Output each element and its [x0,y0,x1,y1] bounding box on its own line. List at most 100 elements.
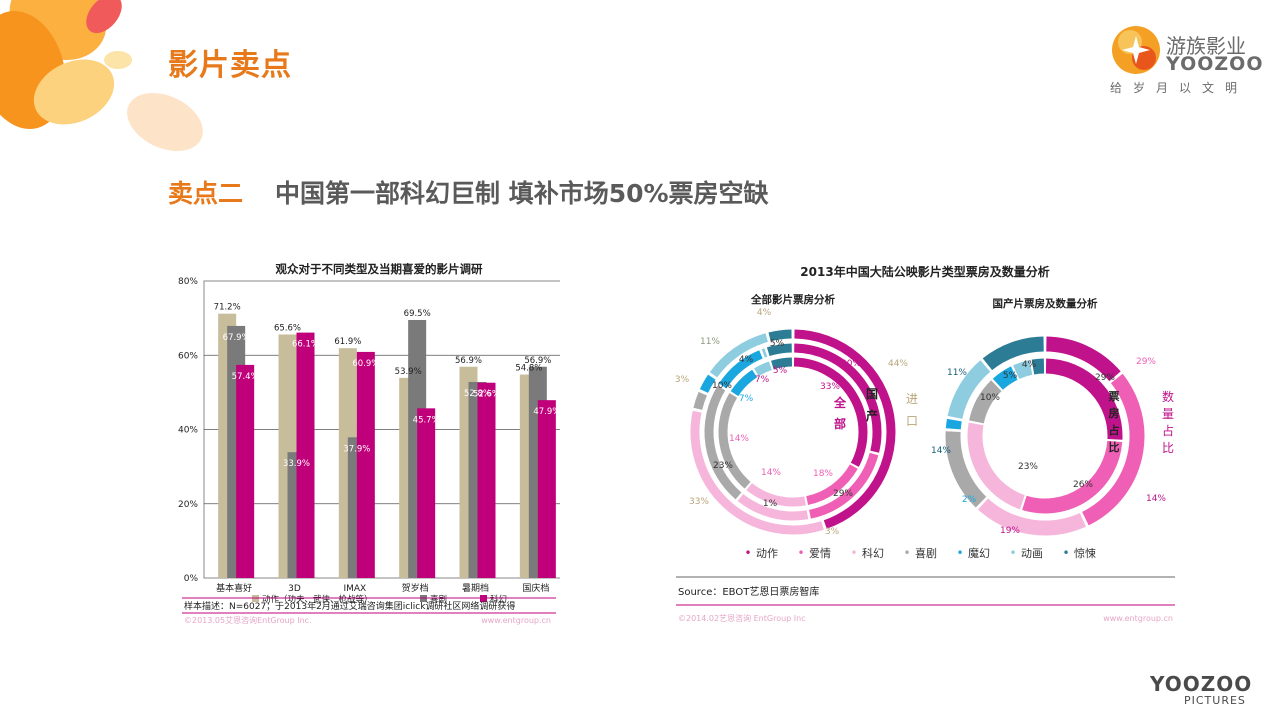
left-donut-arc [737,493,809,521]
x-tick-label: 基本喜好 [216,582,252,594]
legend-label: 动作 [756,547,778,560]
bar-data-label: 52.8% [464,389,491,399]
donut-data-label: 4% [757,308,772,318]
legend-label: 科幻 [490,594,507,605]
decorative-petals [0,0,203,152]
y-tick-label: 0% [184,574,199,584]
bar [417,408,436,578]
logo-star-icon [1112,26,1160,74]
legend-label: 喜剧 [430,594,447,605]
donut-data-label: 23% [1018,462,1038,472]
right-outer-label: 数 [1162,389,1174,404]
bar-data-label: 56.9% [524,356,551,366]
legend-bullet: • [850,546,857,560]
donut-data-label: 33% [820,382,840,392]
right-donut-title: 国产片票房及数量分析 [993,297,1098,310]
y-tick-label: 20% [178,500,198,510]
bar-data-label: 33.9% [283,459,310,469]
bar-data-label: 47.9% [533,407,560,417]
y-tick-label: 60% [178,351,198,361]
donut-data-label: 4% [1022,360,1037,370]
donut-data-label: 3% [825,527,840,537]
legend-label: 惊悚 [1074,546,1096,560]
right-center-label: 房 [1109,406,1120,420]
donut-data-label: 14% [729,434,749,444]
right-donut-arc [977,498,1087,536]
donut-data-label: 2% [962,495,977,505]
left-donut-arc [766,343,792,357]
donut-data-label: 26% [1073,480,1093,490]
right-center-label: 比 [1109,440,1120,454]
bar-data-label: 45.7% [413,415,440,425]
donut-data-label: 5% [773,366,788,376]
footer-logo-line1: YOOZOO [1150,672,1253,696]
bar-data-label: 52.6% [473,390,500,400]
right-donut-arc [947,360,991,420]
bar [477,382,496,578]
bar-chart-note: 样本描述：N=6027；于2013年2月通过艾瑞咨询集团iclick调研社区网络… [184,600,515,612]
subtitle-text: 中国第一部科幻巨制 填补市场50%票房空缺 [275,179,769,208]
bar-chart: 观众对于不同类型及当期喜爱的影片调研 0% 20% 40% 60% 80% 71.2% 6… [178,262,560,625]
legend-label: 科幻 [862,546,884,560]
left-donut-arc [806,464,858,505]
donut-data-label: 29% [833,489,853,499]
yoozoo-logo: 游族影业 YOOZOO 给岁月以文明 [1108,22,1262,95]
legend-label: 动作（功夫、武侠、枪战等） [262,594,373,605]
subtitle: 卖点二 中国第一部科幻巨制 填补市场50%票房空缺 [168,174,769,210]
left-donut-arc [754,361,772,377]
donut-data-label: 19% [1000,526,1020,536]
subtitle-highlight: 卖点二 [168,179,244,208]
ring-label-import: 口 [906,414,918,428]
bar-data-label: 66.1% [292,340,319,350]
page-title: 影片卖点 [168,48,292,83]
donut-copyright-left: ©2014.02艺恩咨询 EntGroup Inc [678,613,806,623]
left-donut-arc [704,385,742,500]
right-outer-label: 占 [1162,423,1174,438]
legend-bullet: • [744,546,751,560]
donut-data-label: 5% [1003,371,1018,381]
right-center-label: 占 [1109,423,1120,437]
donut-data-label: 5% [770,339,785,349]
legend-label: 动画 [1021,547,1043,560]
bar-data-label: 57.4% [232,372,259,382]
donut-source: Source：EBOT艺恩日票房智库 [678,585,819,598]
donut-data-label: 11% [947,368,967,378]
right-donut-arc [945,418,962,430]
left-center-label: 全 [833,395,847,410]
left-donut-arc [690,410,824,535]
donut-data-label: 20% [841,359,861,369]
right-donut-arc [945,431,987,508]
donut-data-label: 4% [739,355,754,365]
donut-data-label: 33% [689,497,709,507]
left-donut-arc [794,343,882,453]
right-outer-label: 比 [1162,441,1174,455]
x-tick-label: 贺岁档 [402,582,429,594]
donut-chart: 2013年中国大陆公映影片类型票房及数量分析 全部影片票房分析 国产片票房及数量… [675,264,1175,623]
bar-data-label: 37.9% [343,444,370,454]
right-outer-label: 量 [1162,407,1174,421]
bar-data-label: 53.9% [395,367,422,377]
right-center-label: 票 [1109,390,1120,403]
donut-data-label: 3% [675,375,690,385]
legend-bullet: • [956,546,963,560]
right-donut-arc [1013,360,1033,380]
donut-data-label: 14% [931,446,951,456]
legend-bullet: • [1009,546,1016,560]
x-tick-label: 国庆档 [522,582,549,594]
y-tick-label: 40% [178,426,198,436]
bar-data-label: 61.9% [334,337,361,347]
left-donut-arc [761,348,768,358]
bar [236,364,255,578]
bar-copyright-right: www.entgroup.cn [481,616,551,625]
left-donut-arc [699,374,716,393]
donut-data-label: 18% [813,469,833,479]
donut-data-label: 29% [1136,357,1156,367]
bar-data-label: 69.5% [404,309,431,319]
right-donut-arc [1022,440,1123,514]
donut-data-label: 10% [712,381,732,391]
right-donut-arc [967,422,1026,510]
legend-label: 爱情 [809,547,831,560]
left-donut-arc [793,357,868,467]
bar-data-label: 60.9% [352,359,379,369]
bar [356,351,375,578]
